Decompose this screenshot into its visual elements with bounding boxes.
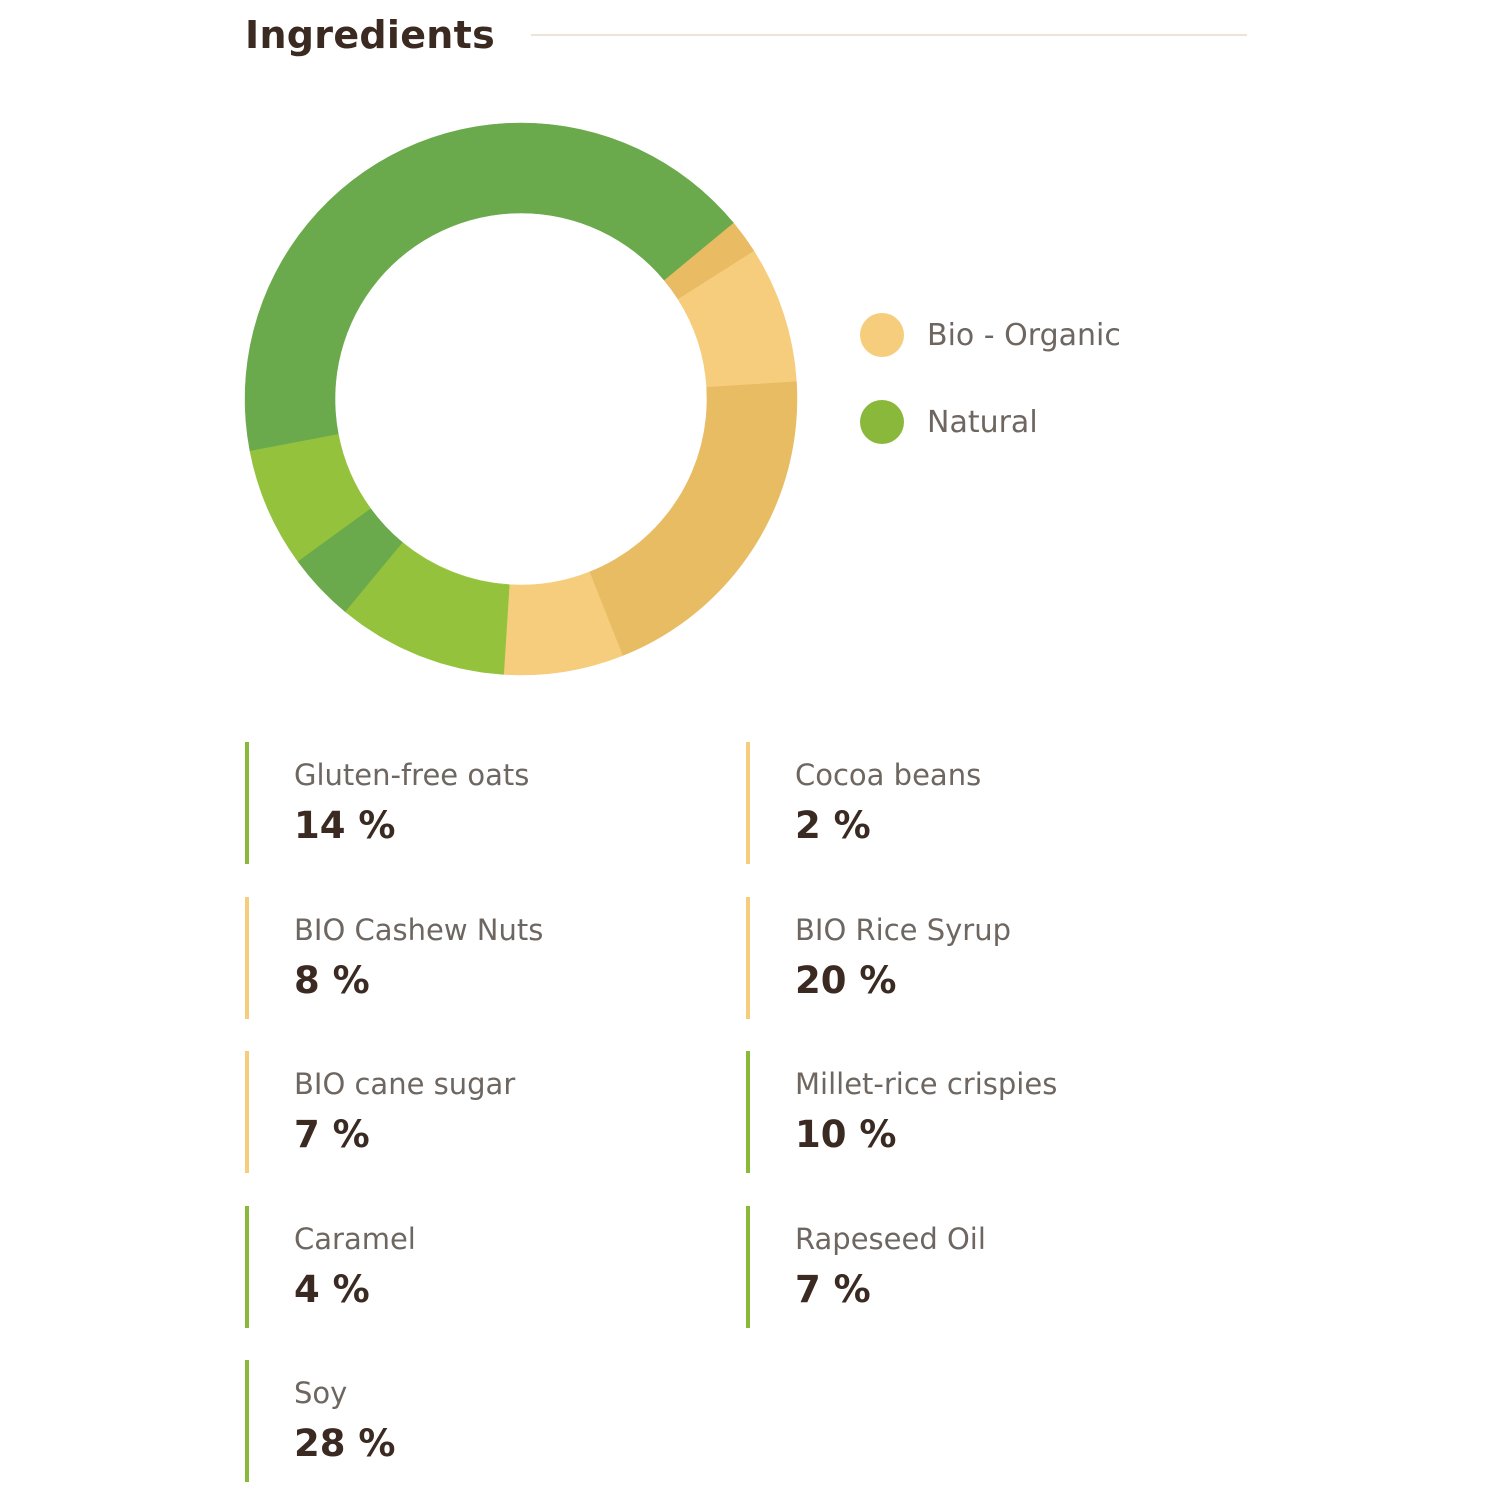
- ingredient-item-soy: Soy 28 %: [245, 1360, 685, 1482]
- title-divider: [531, 34, 1247, 36]
- ingredient-item-gluten-free-oats: Gluten-free oats 14 %: [245, 742, 685, 864]
- ingredient-name: Rapeseed Oil: [795, 1222, 986, 1256]
- chart-legend: Bio - Organic Natural: [860, 313, 1121, 487]
- ingredient-name: BIO cane sugar: [294, 1067, 516, 1101]
- ingredient-percent: 7 %: [795, 1268, 871, 1311]
- legend-item-organic: Bio - Organic: [860, 313, 1121, 357]
- ingredient-percent: 8 %: [294, 959, 370, 1002]
- ingredient-item-bio-rice-syrup: BIO Rice Syrup 20 %: [746, 897, 1186, 1019]
- ingredient-percent: 20 %: [795, 959, 897, 1002]
- ingredient-item-bio-cashew-nuts: BIO Cashew Nuts 8 %: [245, 897, 685, 1019]
- ingredients-donut-chart: [244, 122, 798, 676]
- page-title: Ingredients: [245, 13, 496, 57]
- ingredient-percent: 10 %: [795, 1113, 897, 1156]
- ingredient-name: Soy: [294, 1376, 348, 1410]
- donut-slice-bio-rice-syrup[interactable]: [589, 381, 798, 656]
- ingredient-item-cocoa-beans: Cocoa beans 2 %: [746, 742, 1186, 864]
- ingredient-name: BIO Cashew Nuts: [294, 913, 544, 947]
- legend-item-natural: Natural: [860, 400, 1121, 444]
- ingredient-percent: 4 %: [294, 1268, 370, 1311]
- ingredient-name: Millet-rice crispies: [795, 1067, 1058, 1101]
- ingredient-percent: 28 %: [294, 1422, 396, 1465]
- ingredient-item-caramel: Caramel 4 %: [245, 1206, 685, 1328]
- ingredient-percent: 14 %: [294, 804, 396, 847]
- legend-label-organic: Bio - Organic: [927, 317, 1121, 353]
- natural-dot-icon: [860, 400, 904, 444]
- donut-slice-soy[interactable]: [244, 122, 522, 452]
- ingredient-name: Caramel: [294, 1222, 416, 1256]
- organic-dot-icon: [860, 313, 904, 357]
- ingredient-percent: 7 %: [294, 1113, 370, 1156]
- ingredient-item-millet-rice-crispies: Millet-rice crispies 10 %: [746, 1051, 1186, 1173]
- ingredient-item-rapeseed-oil: Rapeseed Oil 7 %: [746, 1206, 1186, 1328]
- ingredient-name: Cocoa beans: [795, 758, 982, 792]
- ingredient-item-bio-cane-sugar: BIO cane sugar 7 %: [245, 1051, 685, 1173]
- ingredient-name: Gluten-free oats: [294, 758, 530, 792]
- ingredient-percent: 2 %: [795, 804, 871, 847]
- ingredient-name: BIO Rice Syrup: [795, 913, 1011, 947]
- legend-label-natural: Natural: [927, 404, 1038, 440]
